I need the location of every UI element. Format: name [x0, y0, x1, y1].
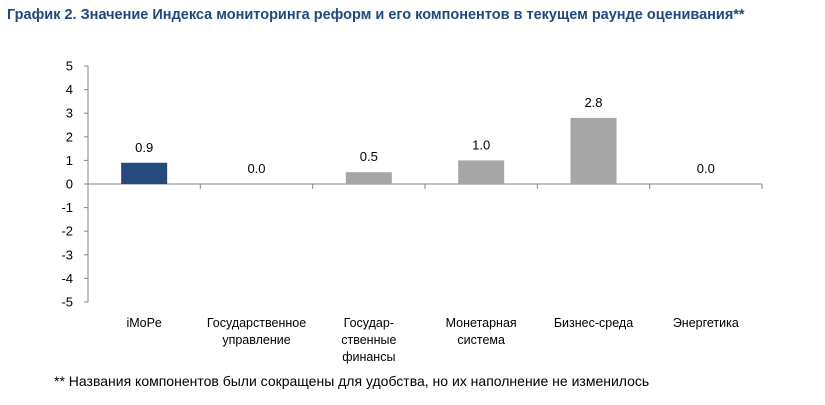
chart-title: График 2. Значение Индекса мониторинга р… [7, 7, 745, 23]
bar [345, 172, 392, 184]
y-tick-label: -5 [61, 295, 73, 310]
category-label: Государ-ственные финансы [341, 316, 396, 364]
y-tick-label: -1 [61, 200, 73, 215]
data-label: 0.9 [135, 140, 153, 155]
bar [121, 162, 168, 184]
category-label: Энергетика [673, 316, 739, 330]
data-label: 0.5 [360, 149, 378, 164]
x-axis [87, 183, 763, 189]
data-label: 0.0 [247, 161, 265, 176]
bars [121, 117, 617, 184]
category-label: Государственное управление [207, 316, 306, 347]
y-axis: 5 4 3 2 1 0 -1 -2 -3 -4 -5 [61, 59, 89, 310]
y-tick-label: -2 [61, 224, 73, 239]
bar [458, 160, 505, 184]
y-tick-label: 2 [66, 129, 73, 144]
data-label: 1.0 [472, 137, 490, 152]
y-tick-label: -3 [61, 247, 73, 262]
category-label: iMoPe [126, 316, 161, 330]
data-labels: 0.9 0.0 0.5 1.0 2.8 0.0 [135, 95, 715, 176]
category-label: Монетарная система [446, 316, 517, 347]
y-tick-label: -4 [61, 271, 73, 286]
category-labels: iMoPe Государственное управление Государ-ст… [126, 316, 738, 364]
footnote: ** Названия компонентов были сокращены д… [54, 373, 650, 389]
bar [570, 117, 617, 184]
y-tick-label: 0 [66, 177, 73, 192]
data-label: 2.8 [584, 95, 602, 110]
category-label: Бизнес-среда [554, 316, 633, 330]
data-label: 0.0 [697, 161, 715, 176]
y-tick-label: 5 [66, 59, 73, 74]
y-tick-label: 1 [66, 153, 73, 168]
y-tick-label: 4 [66, 82, 73, 97]
y-tick-label: 3 [66, 106, 73, 121]
